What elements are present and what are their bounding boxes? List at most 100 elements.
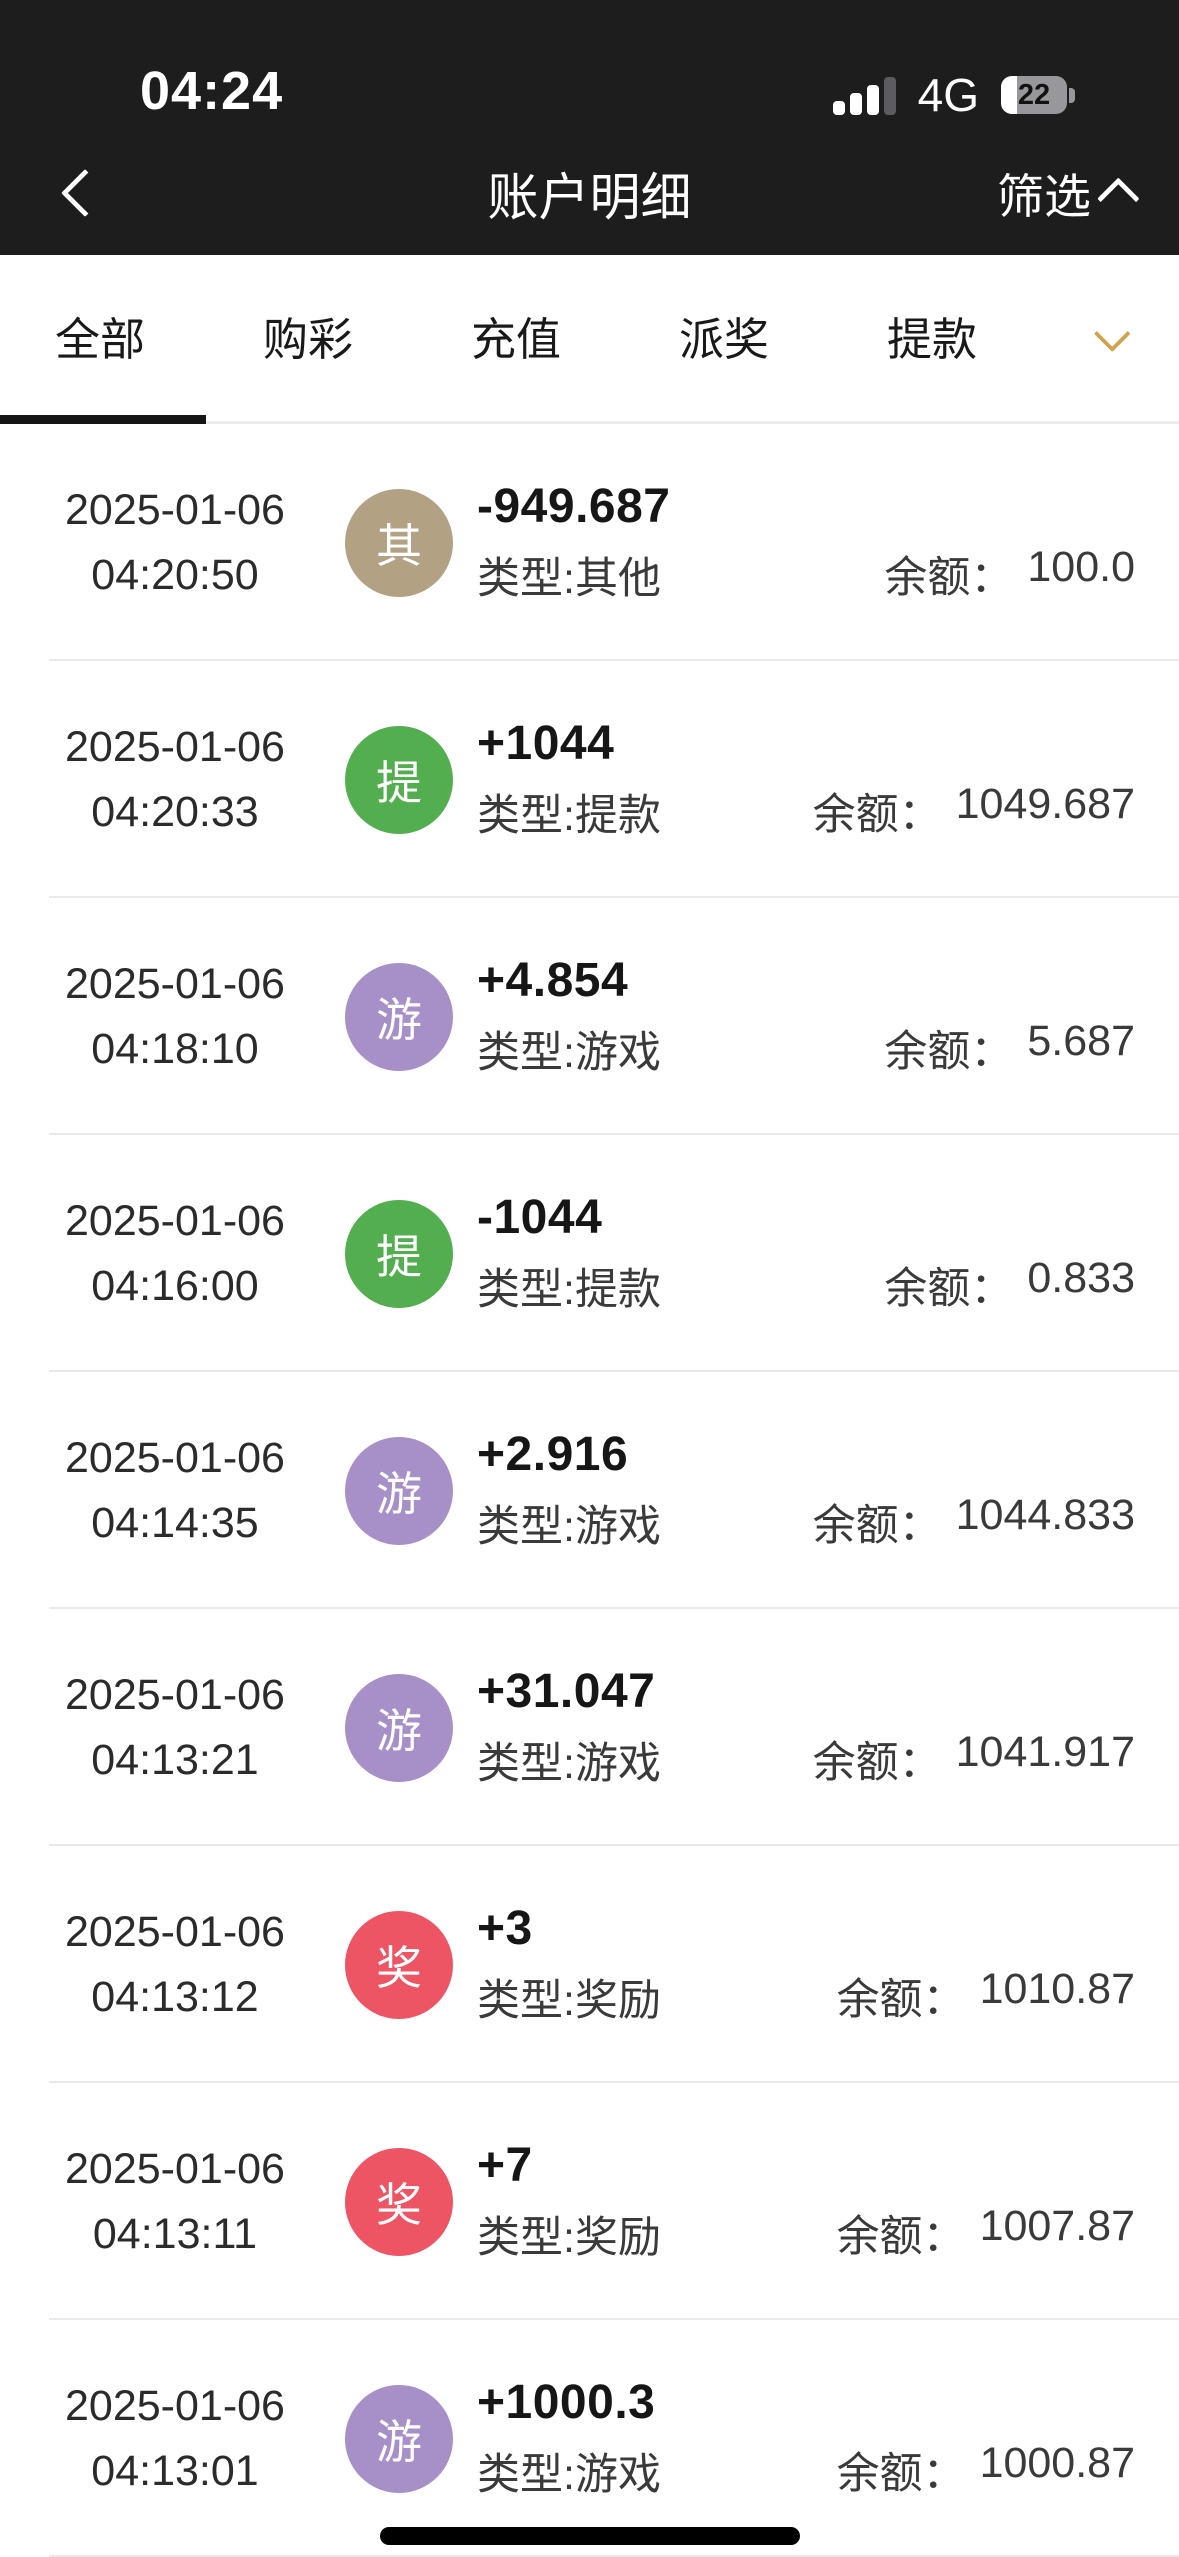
transaction-time: 04:18:10 [91, 1024, 259, 1073]
transaction-type-badge: 提 [345, 1199, 453, 1308]
transaction-type: 类型:游戏 [477, 1029, 661, 1077]
badge-character: 其 [376, 519, 422, 572]
balance-value: 1010.87 [979, 1964, 1135, 2013]
balance-label: 余额： [836, 2212, 966, 2261]
balance-label: 余额： [836, 1975, 966, 2024]
transaction-datetime: 2025-01-06 04:20:33 [49, 715, 301, 844]
transaction-row[interactable]: 2025-01-06 04:18:10 游 +4.854 类型:游戏 余额： 5… [0, 898, 1179, 1135]
badge-character: 提 [376, 1230, 422, 1283]
category-tab-bar: 全部 购彩 充值 派奖 提款 [0, 255, 1179, 424]
balance-cell: 余额： 1041.917 [813, 1728, 1179, 1790]
row-separator [49, 896, 1179, 898]
row-separator [49, 2081, 1179, 2083]
transaction-amount: +7 [477, 2139, 533, 2192]
tab-recharge[interactable]: 充值 [471, 313, 562, 365]
row-separator [49, 2318, 1179, 2320]
transaction-date: 2025-01-06 [65, 960, 285, 1008]
balance-cell: 余额： 5.687 [884, 1017, 1179, 1079]
balance-cell: 余额： 100.0 [884, 543, 1179, 605]
transaction-date: 2025-01-06 [65, 1434, 285, 1482]
badge-character: 游 [376, 1467, 422, 1520]
transaction-type-badge: 其 [345, 488, 453, 597]
transaction-amount: -1044 [477, 1191, 603, 1244]
transaction-time: 04:13:11 [92, 2209, 258, 2258]
clock: 04:24 [140, 61, 284, 121]
transaction-type: 类型:提款 [477, 792, 661, 840]
transaction-type: 类型:提款 [477, 1266, 661, 1314]
transaction-row[interactable]: 2025-01-06 04:20:33 提 +1044 类型:提款 余额： 10… [0, 661, 1179, 898]
active-tab-underline [0, 415, 206, 424]
row-separator [49, 1844, 1179, 1846]
filter-button[interactable]: 筛选 [997, 158, 1140, 227]
transaction-datetime: 2025-01-06 04:13:21 [49, 1663, 301, 1792]
balance-label: 余额： [812, 1501, 942, 1550]
transaction-row[interactable]: 2025-01-06 04:13:12 奖 +3 类型:奖励 余额： 1010.… [0, 1846, 1179, 2083]
transaction-amount: +4.854 [477, 954, 629, 1007]
transaction-time: 04:20:50 [91, 550, 259, 599]
transaction-amount: -949.687 [477, 480, 671, 533]
balance-cell: 余额： 1000.87 [837, 2439, 1179, 2501]
transaction-type-badge: 游 [345, 2384, 453, 2493]
balance-value: 1044.833 [955, 1490, 1135, 1539]
balance-value: 5.687 [1027, 1016, 1135, 1065]
transaction-amount: +1044 [477, 717, 615, 770]
row-separator [49, 1370, 1179, 1372]
transaction-row[interactable]: 2025-01-06 04:16:00 提 -1044 类型:提款 余额： 0.… [0, 1135, 1179, 1372]
transaction-type: 类型:奖励 [477, 2214, 661, 2262]
balance-label: 余额： [812, 1738, 942, 1787]
chevron-up-icon [1097, 176, 1140, 220]
chevron-down-icon[interactable] [1093, 315, 1131, 353]
home-indicator[interactable] [380, 2527, 800, 2545]
balance-value: 1000.87 [979, 2438, 1135, 2487]
transaction-type-badge: 奖 [345, 2147, 453, 2256]
transaction-date: 2025-01-06 [65, 2382, 285, 2430]
transaction-date: 2025-01-06 [65, 2145, 285, 2193]
badge-character: 提 [376, 756, 422, 809]
row-separator [49, 1133, 1179, 1135]
nav-bar: 账户明细 筛选 [0, 130, 1179, 255]
balance-value: 1049.687 [955, 779, 1135, 828]
transaction-row[interactable]: 2025-01-06 04:13:01 游 +1000.3 类型:游戏 余额： … [0, 2320, 1179, 2557]
badge-character: 奖 [376, 2178, 422, 2231]
transaction-date: 2025-01-06 [65, 1671, 285, 1719]
transaction-date: 2025-01-06 [65, 1197, 285, 1245]
transaction-amount: +2.916 [477, 1428, 629, 1481]
tab-all[interactable]: 全部 [55, 313, 146, 365]
balance-cell: 余额： 1010.87 [837, 1965, 1179, 2027]
transaction-time: 04:20:33 [91, 787, 259, 836]
transaction-datetime: 2025-01-06 04:16:00 [49, 1189, 301, 1318]
transaction-datetime: 2025-01-06 04:20:50 [49, 478, 301, 607]
transaction-amount: +3 [477, 1902, 533, 1955]
balance-cell: 余额： 1049.687 [813, 780, 1179, 842]
transaction-time: 04:13:12 [91, 1972, 259, 2021]
tab-withdraw[interactable]: 提款 [887, 313, 978, 365]
transaction-type: 类型:其他 [477, 555, 661, 603]
transaction-row[interactable]: 2025-01-06 04:20:50 其 -949.687 类型:其他 余额：… [0, 424, 1179, 661]
balance-value: 1007.87 [979, 2201, 1135, 2250]
transaction-type-badge: 游 [345, 962, 453, 1071]
badge-character: 游 [376, 2415, 422, 2468]
transaction-type: 类型:奖励 [477, 1977, 661, 2025]
transaction-row[interactable]: 2025-01-06 04:14:35 游 +2.916 类型:游戏 余额： 1… [0, 1372, 1179, 1609]
back-chevron-icon[interactable] [60, 168, 110, 217]
transaction-type-badge: 奖 [345, 1910, 453, 2019]
transaction-type-badge: 游 [345, 1436, 453, 1545]
balance-value: 0.833 [1027, 1253, 1135, 1302]
badge-character: 游 [376, 993, 422, 1046]
transaction-row[interactable]: 2025-01-06 04:13:11 奖 +7 类型:奖励 余额： 1007.… [0, 2083, 1179, 2320]
battery-icon: 22 [1001, 76, 1075, 114]
status-bar: 04:24 4G 22 [0, 0, 1179, 130]
balance-cell: 余额： 1007.87 [837, 2202, 1179, 2264]
tab-lottery[interactable]: 购彩 [263, 313, 354, 365]
balance-cell: 余额： 0.833 [884, 1254, 1179, 1316]
row-separator [49, 1607, 1179, 1609]
transaction-row[interactable]: 2025-01-06 04:13:21 游 +31.047 类型:游戏 余额： … [0, 1609, 1179, 1846]
badge-character: 游 [376, 1704, 422, 1757]
app-header: 04:24 4G 22 账户明细 筛选 [0, 0, 1179, 255]
transaction-type-badge: 游 [345, 1673, 453, 1782]
balance-label: 余额： [812, 790, 942, 839]
tab-payout[interactable]: 派奖 [679, 313, 770, 365]
transaction-type: 类型:游戏 [477, 2451, 661, 2499]
battery-nub [1069, 87, 1075, 103]
balance-value: 1041.917 [955, 1727, 1135, 1776]
